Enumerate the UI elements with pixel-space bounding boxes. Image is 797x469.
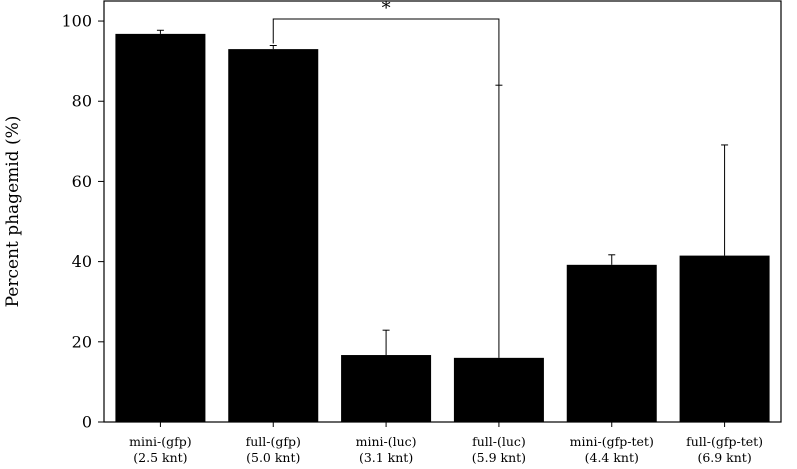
y-axis-label: Percent phagemid (%) xyxy=(3,116,23,308)
x-tick-label-3: mini-(luc) (3.1 knt) xyxy=(356,434,417,465)
y-tick-label-80: 80 xyxy=(72,92,92,111)
y-tick-label-20: 20 xyxy=(72,332,92,351)
x-tick-label-construct: mini-(gfp-tet) xyxy=(570,434,654,449)
x-axis: mini-(gfp) (2.5 knt) full-(gfp) (5.0 knt) mi… xyxy=(129,422,763,465)
error-bars xyxy=(156,29,729,358)
x-tick-label-size: (6.9 knt) xyxy=(697,450,751,465)
y-tick-label-60: 60 xyxy=(72,172,92,191)
bar-6 xyxy=(679,255,770,422)
bar-3 xyxy=(341,355,432,422)
bars xyxy=(115,33,770,423)
y-axis: 0 20 40 60 80 100 xyxy=(61,12,104,432)
bar-5 xyxy=(566,264,657,422)
y-tick-label-0: 0 xyxy=(82,413,92,432)
x-tick-label-5: mini-(gfp-tet) (4.4 knt) xyxy=(570,434,654,465)
x-tick-label-1: mini-(gfp) (2.5 knt) xyxy=(129,434,192,465)
y-tick-label-100: 100 xyxy=(61,12,92,31)
x-tick-label-6: full-(gfp-tet) (6.9 knt) xyxy=(686,434,763,465)
x-tick-label-size: (5.9 knt) xyxy=(472,450,526,465)
bar-1 xyxy=(115,33,206,423)
x-tick-label-2: full-(gfp) (5.0 knt) xyxy=(246,434,301,465)
y-tick-label-40: 40 xyxy=(72,252,92,271)
x-tick-label-construct: full-(gfp) xyxy=(246,434,301,449)
x-tick-label-4: full-(luc) (5.9 knt) xyxy=(472,434,526,465)
x-tick-label-size: (4.4 knt) xyxy=(585,450,639,465)
significance-label-1: * xyxy=(382,0,391,19)
bar-2 xyxy=(228,49,319,422)
significance-annotations: * xyxy=(272,0,500,86)
bar-4 xyxy=(453,357,544,422)
x-tick-label-construct: full-(gfp-tet) xyxy=(686,434,763,449)
x-tick-label-size: (5.0 knt) xyxy=(246,450,300,465)
x-tick-label-construct: full-(luc) xyxy=(472,434,526,449)
plot-frame xyxy=(103,0,782,423)
x-tick-label-size: (3.1 knt) xyxy=(359,450,413,465)
x-tick-label-size: (2.5 knt) xyxy=(133,450,187,465)
x-tick-label-construct: mini-(luc) xyxy=(356,434,417,449)
significance-bracket-1 xyxy=(272,18,500,86)
x-tick-label-construct: mini-(gfp) xyxy=(129,434,192,449)
